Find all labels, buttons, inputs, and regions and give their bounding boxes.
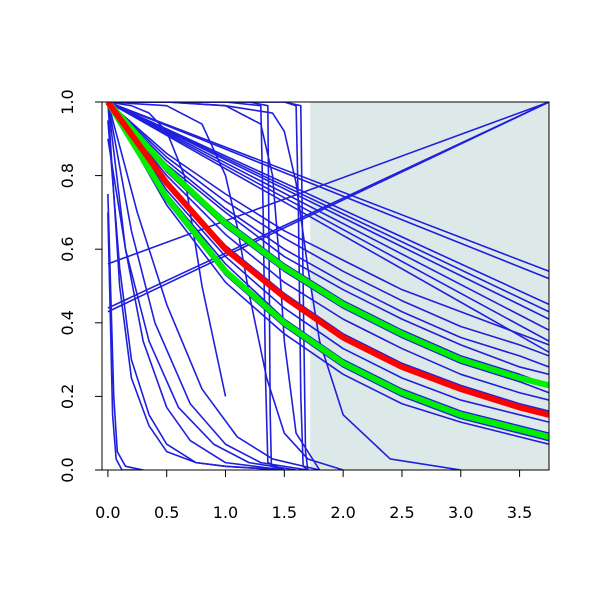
series-line-3 (107, 102, 549, 306)
series-line-5 (107, 102, 549, 320)
series-line-34 (107, 212, 138, 470)
x-tick-label: 2.0 (330, 503, 355, 522)
y-tick-label: 0.2 (58, 384, 77, 409)
series-line-26 (105, 102, 549, 418)
series-line-30 (107, 138, 297, 470)
curves-layer (105, 102, 549, 470)
series-line-40 (107, 102, 285, 470)
series-line-11 (107, 102, 549, 313)
x-tick-label: 1.0 (213, 503, 238, 522)
series-line-13 (107, 102, 549, 357)
y-tick-label: 0.8 (58, 163, 77, 188)
series-line-9 (107, 102, 549, 265)
series-line-28 (107, 120, 285, 470)
series-line-14 (107, 102, 549, 368)
series-line-15 (107, 102, 549, 376)
series-line-24 (105, 102, 549, 389)
x-tick-label: 0.5 (154, 503, 179, 522)
x-tick-label: 3.0 (448, 503, 473, 522)
x-tick-label: 0.0 (95, 503, 120, 522)
series-line-38 (107, 102, 461, 470)
x-tick-label: 2.5 (389, 503, 414, 522)
x-tick-label: 3.5 (507, 503, 532, 522)
series-line-41 (107, 102, 309, 470)
series-line-20 (107, 102, 549, 423)
x-tick-label: 1.5 (272, 503, 297, 522)
y-tick-label: 0.6 (58, 236, 77, 261)
series-line-23 (107, 102, 549, 446)
series-line-7 (107, 102, 549, 342)
axes-layer: 0.0 0.5 1.0 1.5 2.0 2.5 3.0 3.5 0.0 0.2 0.4 0.6 0.8 1… (58, 89, 532, 522)
series-line-12 (107, 102, 549, 346)
series-line-6 (107, 102, 549, 331)
series-line-21 (107, 102, 549, 434)
series-line-35 (107, 102, 227, 397)
series-line-31 (107, 102, 308, 470)
y-tick-label: 0.4 (58, 310, 77, 335)
series-line-8 (107, 102, 549, 353)
series-line-42 (107, 102, 309, 470)
series-line-1 (107, 102, 549, 273)
series-line-32 (107, 102, 320, 470)
series-line-25 (105, 102, 549, 440)
y-tick-label: 0.0 (58, 457, 77, 482)
series-line-2 (107, 102, 549, 280)
y-tick-label: 1.0 (58, 89, 77, 114)
series-line-18 (107, 102, 549, 401)
series-line-39 (107, 102, 285, 470)
series-line-33 (107, 193, 144, 470)
